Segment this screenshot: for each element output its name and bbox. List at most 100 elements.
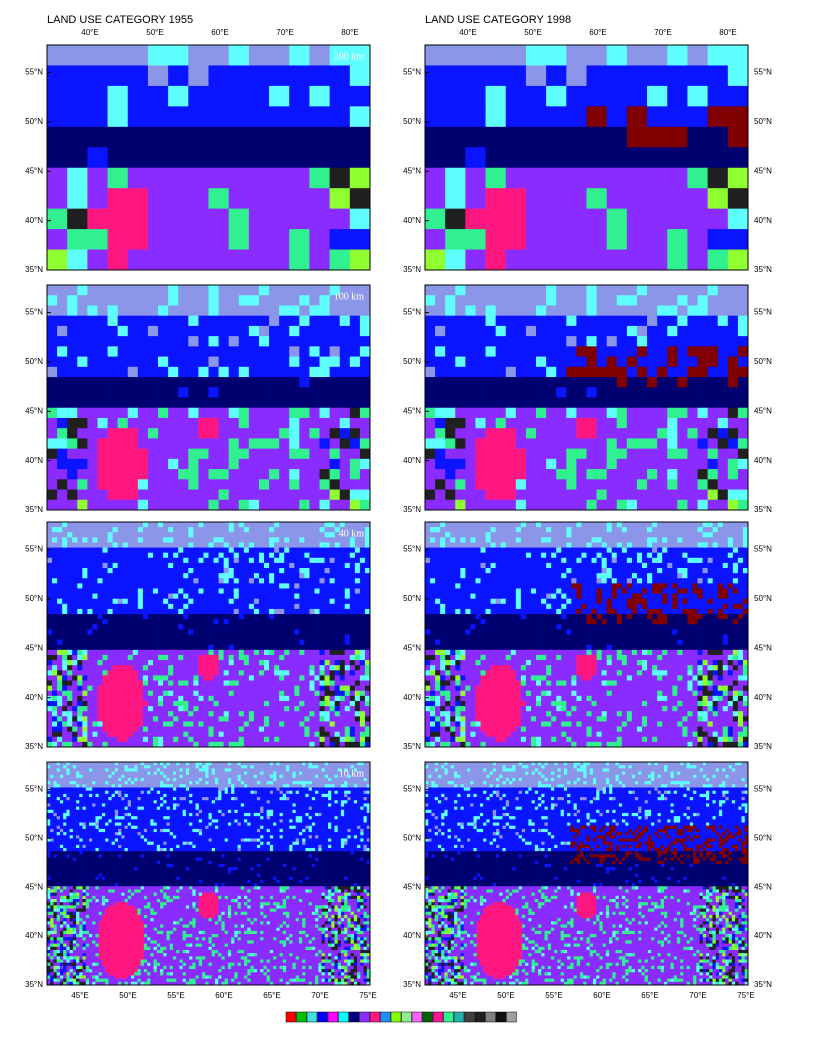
land-cell — [269, 532, 274, 538]
land-cell — [234, 701, 239, 707]
land-cell — [52, 691, 57, 697]
land-cell — [269, 635, 274, 641]
land-cell — [143, 624, 148, 630]
land-cell — [108, 624, 113, 630]
land-cell — [52, 553, 57, 559]
land-cell — [97, 532, 102, 538]
land-cell — [62, 553, 67, 559]
land-cell — [214, 701, 219, 707]
land-cell — [95, 775, 99, 779]
land-cell — [113, 732, 118, 738]
land-cell — [296, 787, 300, 791]
land-cell — [118, 762, 122, 766]
land-cell — [269, 490, 279, 501]
land-cell — [244, 553, 249, 559]
land-cell — [340, 336, 350, 347]
land-cell — [67, 285, 77, 296]
land-cell — [214, 624, 219, 630]
land-cell — [239, 377, 249, 388]
land-cell — [274, 716, 279, 722]
land-cell — [249, 716, 254, 722]
land-cell — [355, 737, 360, 743]
land-cell — [209, 568, 214, 574]
land-cell — [325, 599, 330, 605]
land-cell — [188, 418, 198, 429]
land-cell — [345, 696, 350, 702]
land-cell — [320, 500, 330, 511]
land-cell — [141, 791, 145, 795]
land-cell — [118, 479, 128, 490]
land-cell — [325, 686, 330, 692]
land-cell — [203, 609, 208, 615]
land-cell — [148, 563, 153, 569]
land-cell — [264, 650, 269, 656]
land-cell — [148, 604, 153, 610]
land-cell — [340, 716, 345, 722]
land-cell — [113, 645, 118, 651]
land-cell — [52, 548, 57, 554]
land-cell — [203, 599, 208, 605]
land-cell — [163, 527, 168, 533]
land-cell — [279, 665, 284, 671]
land-cell — [153, 727, 158, 733]
land-cell — [254, 721, 259, 727]
land-cell — [133, 558, 138, 564]
land-cell — [52, 686, 57, 692]
land-cell — [160, 797, 164, 801]
land-cell — [153, 660, 158, 666]
land-cell — [188, 604, 193, 610]
land-cell — [125, 775, 129, 779]
land-cell — [115, 775, 119, 779]
land-cell — [260, 794, 264, 798]
land-cell — [254, 655, 259, 661]
land-cell — [128, 670, 133, 676]
land-cell — [219, 655, 224, 661]
land-cell — [241, 762, 245, 766]
land-cell — [168, 336, 178, 347]
land-cell — [72, 655, 77, 661]
land-cell — [153, 537, 158, 543]
land-cell — [259, 542, 264, 548]
land-cell — [113, 553, 118, 559]
land-cell — [70, 772, 74, 776]
land-cell — [360, 398, 370, 409]
land-cell — [198, 326, 208, 337]
land-cell — [133, 691, 138, 697]
land-cell — [244, 681, 249, 687]
land-cell — [364, 787, 368, 791]
land-cell — [249, 614, 254, 620]
land-cell — [299, 660, 304, 666]
land-cell — [269, 619, 274, 625]
land-cell — [158, 346, 168, 357]
land-cell — [66, 791, 70, 795]
land-cell — [47, 548, 52, 554]
land-cell — [224, 583, 229, 589]
land-cell — [108, 469, 118, 480]
land-cell — [209, 599, 214, 605]
land-cell — [221, 787, 225, 791]
land-cell — [178, 500, 188, 511]
land-cell — [168, 711, 173, 717]
land-cell — [138, 522, 143, 528]
land-cell — [249, 578, 254, 584]
land-cell — [325, 635, 330, 641]
land-cell — [103, 594, 108, 600]
lat-label: 55°N — [25, 68, 43, 77]
land-cell — [178, 701, 183, 707]
land-cell — [360, 762, 364, 766]
land-cell — [87, 188, 108, 209]
land-cell — [52, 645, 57, 651]
land-cell — [77, 583, 82, 589]
land-cell — [138, 490, 148, 501]
land-cell — [138, 367, 148, 378]
land-cell — [350, 377, 360, 388]
land-cell — [276, 762, 280, 766]
land-cell — [259, 449, 269, 460]
land-cell — [335, 686, 340, 692]
land-cell — [229, 106, 250, 127]
land-cell — [224, 696, 229, 702]
land-cell — [178, 578, 183, 584]
land-cell — [148, 691, 153, 697]
land-cell — [224, 578, 229, 584]
land-cell — [244, 542, 249, 548]
